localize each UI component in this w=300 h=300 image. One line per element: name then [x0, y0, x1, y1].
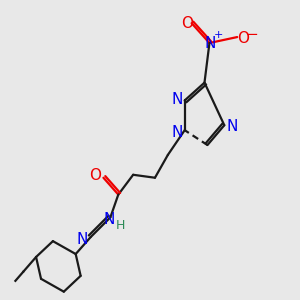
Text: N: N — [77, 232, 88, 247]
Text: N: N — [104, 212, 115, 227]
Text: O: O — [237, 31, 249, 46]
Text: +: + — [214, 30, 223, 40]
Text: N: N — [171, 92, 182, 107]
Text: N: N — [205, 37, 216, 52]
Text: −: − — [246, 27, 258, 42]
Text: O: O — [89, 168, 101, 183]
Text: N: N — [226, 119, 238, 134]
Text: H: H — [116, 219, 125, 232]
Text: O: O — [181, 16, 193, 31]
Text: N: N — [171, 125, 182, 140]
